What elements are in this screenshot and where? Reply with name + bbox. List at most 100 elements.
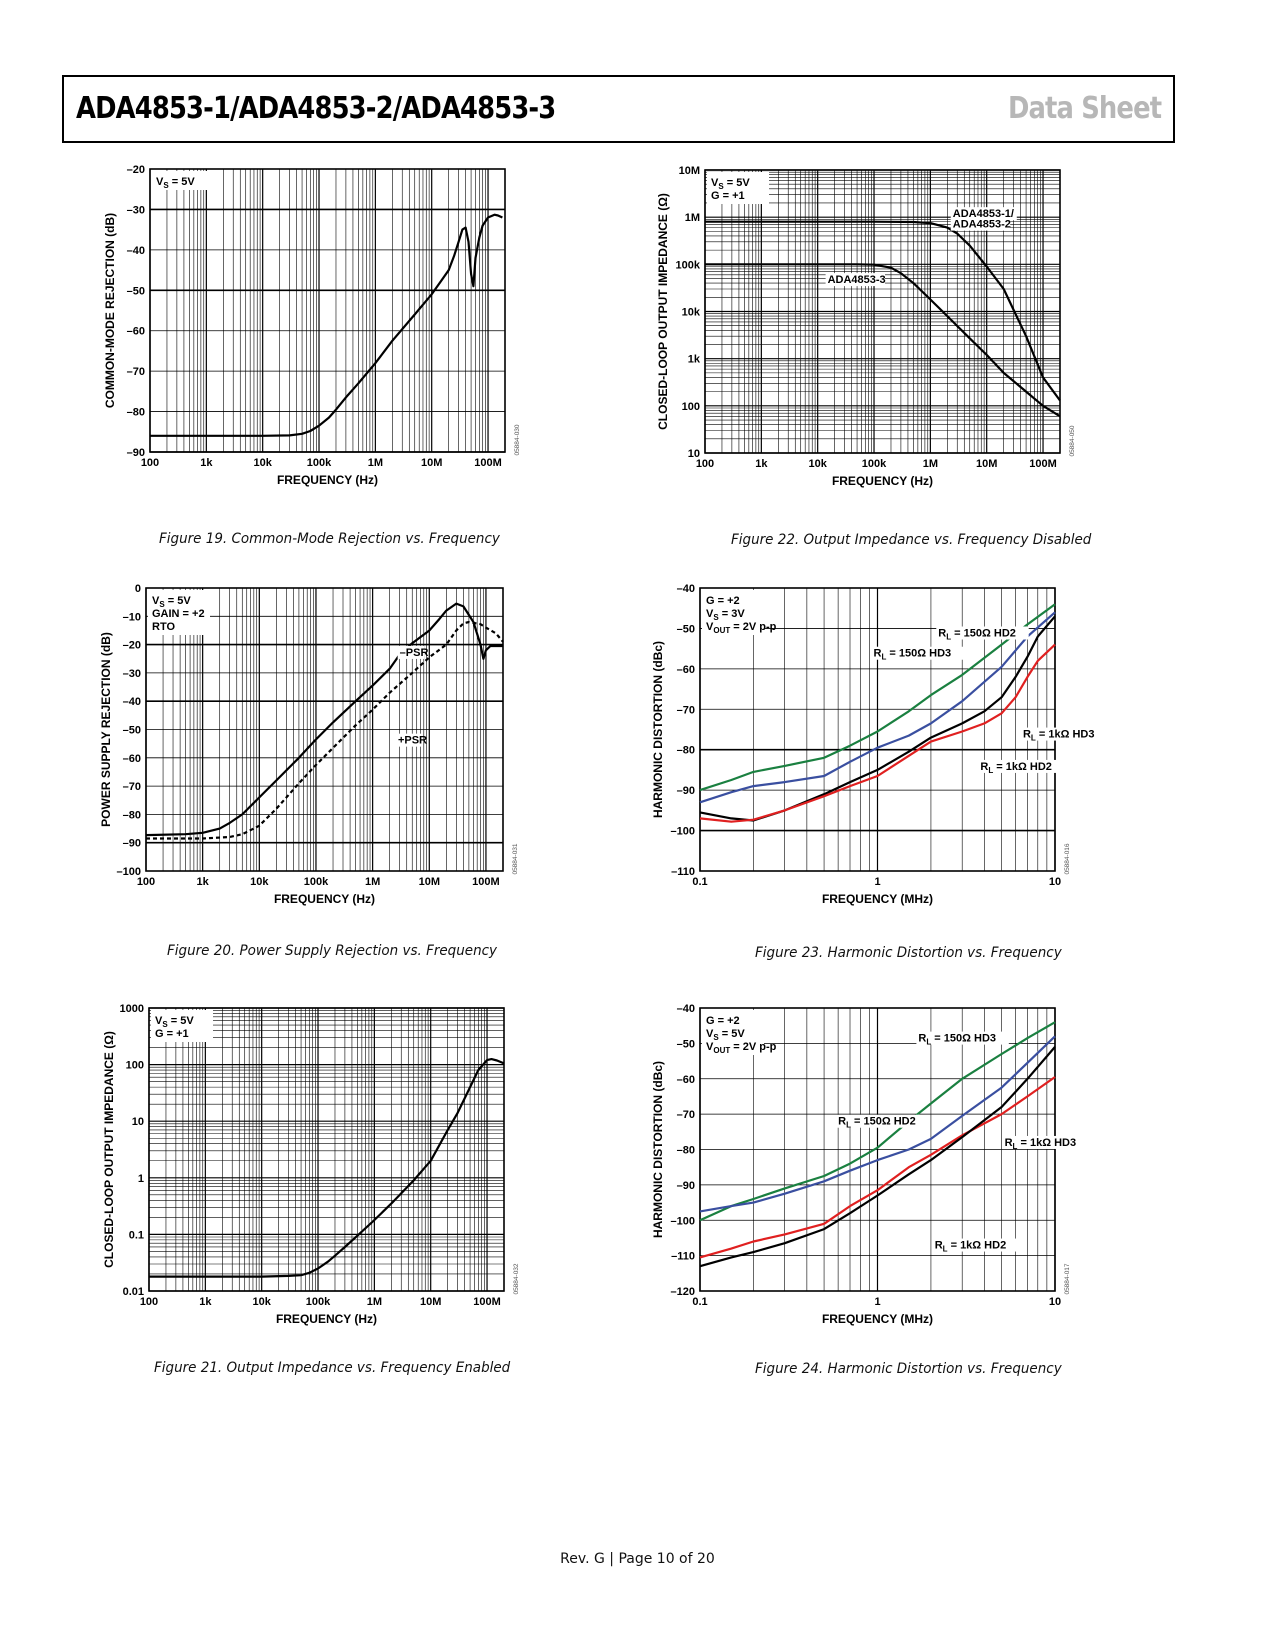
condition-text: VS = 3V <box>706 608 745 622</box>
label-background <box>397 645 425 659</box>
conditions-background <box>151 1010 213 1042</box>
x-axis-title: FREQUENCY (Hz) <box>274 892 375 906</box>
y-tick-label: –30 <box>127 204 145 216</box>
x-tick-label: 10M <box>421 457 442 469</box>
y-axis-title: HARMONIC DISTORTION (dBc) <box>651 641 665 818</box>
y-tick-label: –30 <box>123 668 141 680</box>
y-tick-label: 100 <box>126 1060 144 1072</box>
condition-text: VS = 5V <box>155 1015 194 1029</box>
conditions-background <box>152 171 214 190</box>
label-background <box>936 626 1029 640</box>
y-tick-label: –20 <box>127 164 145 176</box>
x-tick-label: 10 <box>1049 1296 1061 1308</box>
series-line-0 <box>145 602 503 837</box>
y-tick-label: –70 <box>677 704 695 716</box>
series-group <box>149 1057 505 1278</box>
condition-text: G = +1 <box>711 190 745 202</box>
y-tick-label: –60 <box>677 664 695 676</box>
series-line-0 <box>699 1021 1056 1222</box>
x-tick-label: 10k <box>253 1296 272 1308</box>
series-label: RL = 150Ω HD3 <box>918 1033 996 1047</box>
y-tick-label: –70 <box>123 781 141 793</box>
x-tick-label: 100 <box>140 1296 158 1308</box>
plot-frame <box>145 587 504 872</box>
x-tick-label: 100k <box>306 1296 331 1308</box>
y-axis-title: POWER SUPPLY REJECTION (dB) <box>99 632 113 827</box>
condition-text: VS = 5V <box>152 595 191 609</box>
series-line-0 <box>149 1057 505 1278</box>
chart-output-impedance-disabled: VS = 5VG = +1 ADA4853-1/ADA4853-2 ADA4853-… <box>656 165 1076 488</box>
y-axis-title: COMMON-MODE REJECTION (dB) <box>103 213 117 408</box>
conditions-box: VS = 5VG = +1 <box>151 1010 213 1042</box>
x-tick-label: 100 <box>696 458 714 470</box>
y-tick-label: –100 <box>671 1215 695 1227</box>
page-header: ADA4853-1/ADA4853-2/ADA4853-3 Data Sheet <box>62 75 1175 143</box>
y-tick-label: –70 <box>677 1109 695 1121</box>
series-label: RL = 1kΩ HD3 <box>1023 729 1094 743</box>
series-group <box>150 213 503 437</box>
y-tick-label: 10 <box>688 448 700 460</box>
series-label: –PSR <box>400 647 429 659</box>
product-title: ADA4853-1/ADA4853-2/ADA4853-3 <box>76 91 556 126</box>
x-tick-label: 1 <box>874 1296 880 1308</box>
x-tick-label: 0.1 <box>692 1296 707 1308</box>
label-background <box>871 646 964 660</box>
x-tick-label: 1M <box>365 876 380 888</box>
y-tick-label: –90 <box>677 1180 695 1192</box>
figure-code: 05884-031 <box>512 843 519 874</box>
x-tick-label: 100k <box>307 457 332 469</box>
conditions-background <box>707 172 769 204</box>
y-tick-label: –40 <box>677 1003 695 1015</box>
y-tick-label: –40 <box>677 583 695 595</box>
series-line-1 <box>699 1035 1056 1213</box>
y-tick-label: –80 <box>123 809 141 821</box>
condition-text: G = +2 <box>706 1015 740 1027</box>
y-tick-label: 0 <box>135 583 141 595</box>
x-axis-title: FREQUENCY (Hz) <box>277 473 378 487</box>
series-label: RL = 150Ω HD2 <box>838 1116 916 1130</box>
y-tick-label: 0.01 <box>123 1286 144 1298</box>
plot-frame <box>149 168 506 453</box>
label-background <box>932 1238 1019 1252</box>
y-tick-label: 1k <box>688 354 701 366</box>
x-tick-label: 100k <box>862 458 887 470</box>
conditions-box: VS = 5VG = +1 <box>707 172 769 204</box>
y-tick-label: –110 <box>671 866 695 878</box>
y-tick-label: –90 <box>677 785 695 797</box>
series-group <box>145 602 504 840</box>
y-tick-label: 10 <box>132 1116 144 1128</box>
series-line-3 <box>699 1046 1056 1268</box>
conditions-background <box>702 1010 764 1055</box>
series-label: ADA4853-2 <box>953 219 1011 231</box>
y-tick-label: –100 <box>671 826 695 838</box>
grid <box>148 1007 505 1292</box>
y-tick-label: 10k <box>682 307 701 319</box>
x-tick-label: 10M <box>976 458 997 470</box>
x-tick-label: 1k <box>755 458 768 470</box>
doc-type-label: Data Sheet <box>1007 91 1162 126</box>
series-label: ADA4853-3 <box>828 274 886 286</box>
y-tick-label: –100 <box>117 866 141 878</box>
figure-code: 05884-030 <box>514 424 521 455</box>
label-background <box>836 1114 929 1128</box>
grid <box>145 587 504 872</box>
condition-text: VS = 5V <box>706 1028 745 1042</box>
x-tick-label: 1M <box>923 458 938 470</box>
series-line-1 <box>699 611 1056 804</box>
label-background <box>1002 1135 1089 1149</box>
figure-20-caption: Figure 20. Power Supply Rejection vs. Fr… <box>167 943 498 959</box>
series-label: RL = 150Ω HD3 <box>874 648 952 662</box>
condition-text: VOUT = 2V p-p <box>706 1041 777 1055</box>
series-label: +PSR <box>398 735 427 747</box>
y-tick-label: –50 <box>677 1038 695 1050</box>
y-tick-label: –50 <box>677 623 695 635</box>
plot-frame <box>704 169 1061 454</box>
x-tick-label: 10M <box>419 876 440 888</box>
figure-code: 05884-016 <box>1064 843 1071 874</box>
x-tick-label: 100M <box>472 876 500 888</box>
x-tick-label: 10k <box>809 458 828 470</box>
conditions-background <box>702 590 764 635</box>
x-axis-title: FREQUENCY (Hz) <box>276 1312 377 1326</box>
